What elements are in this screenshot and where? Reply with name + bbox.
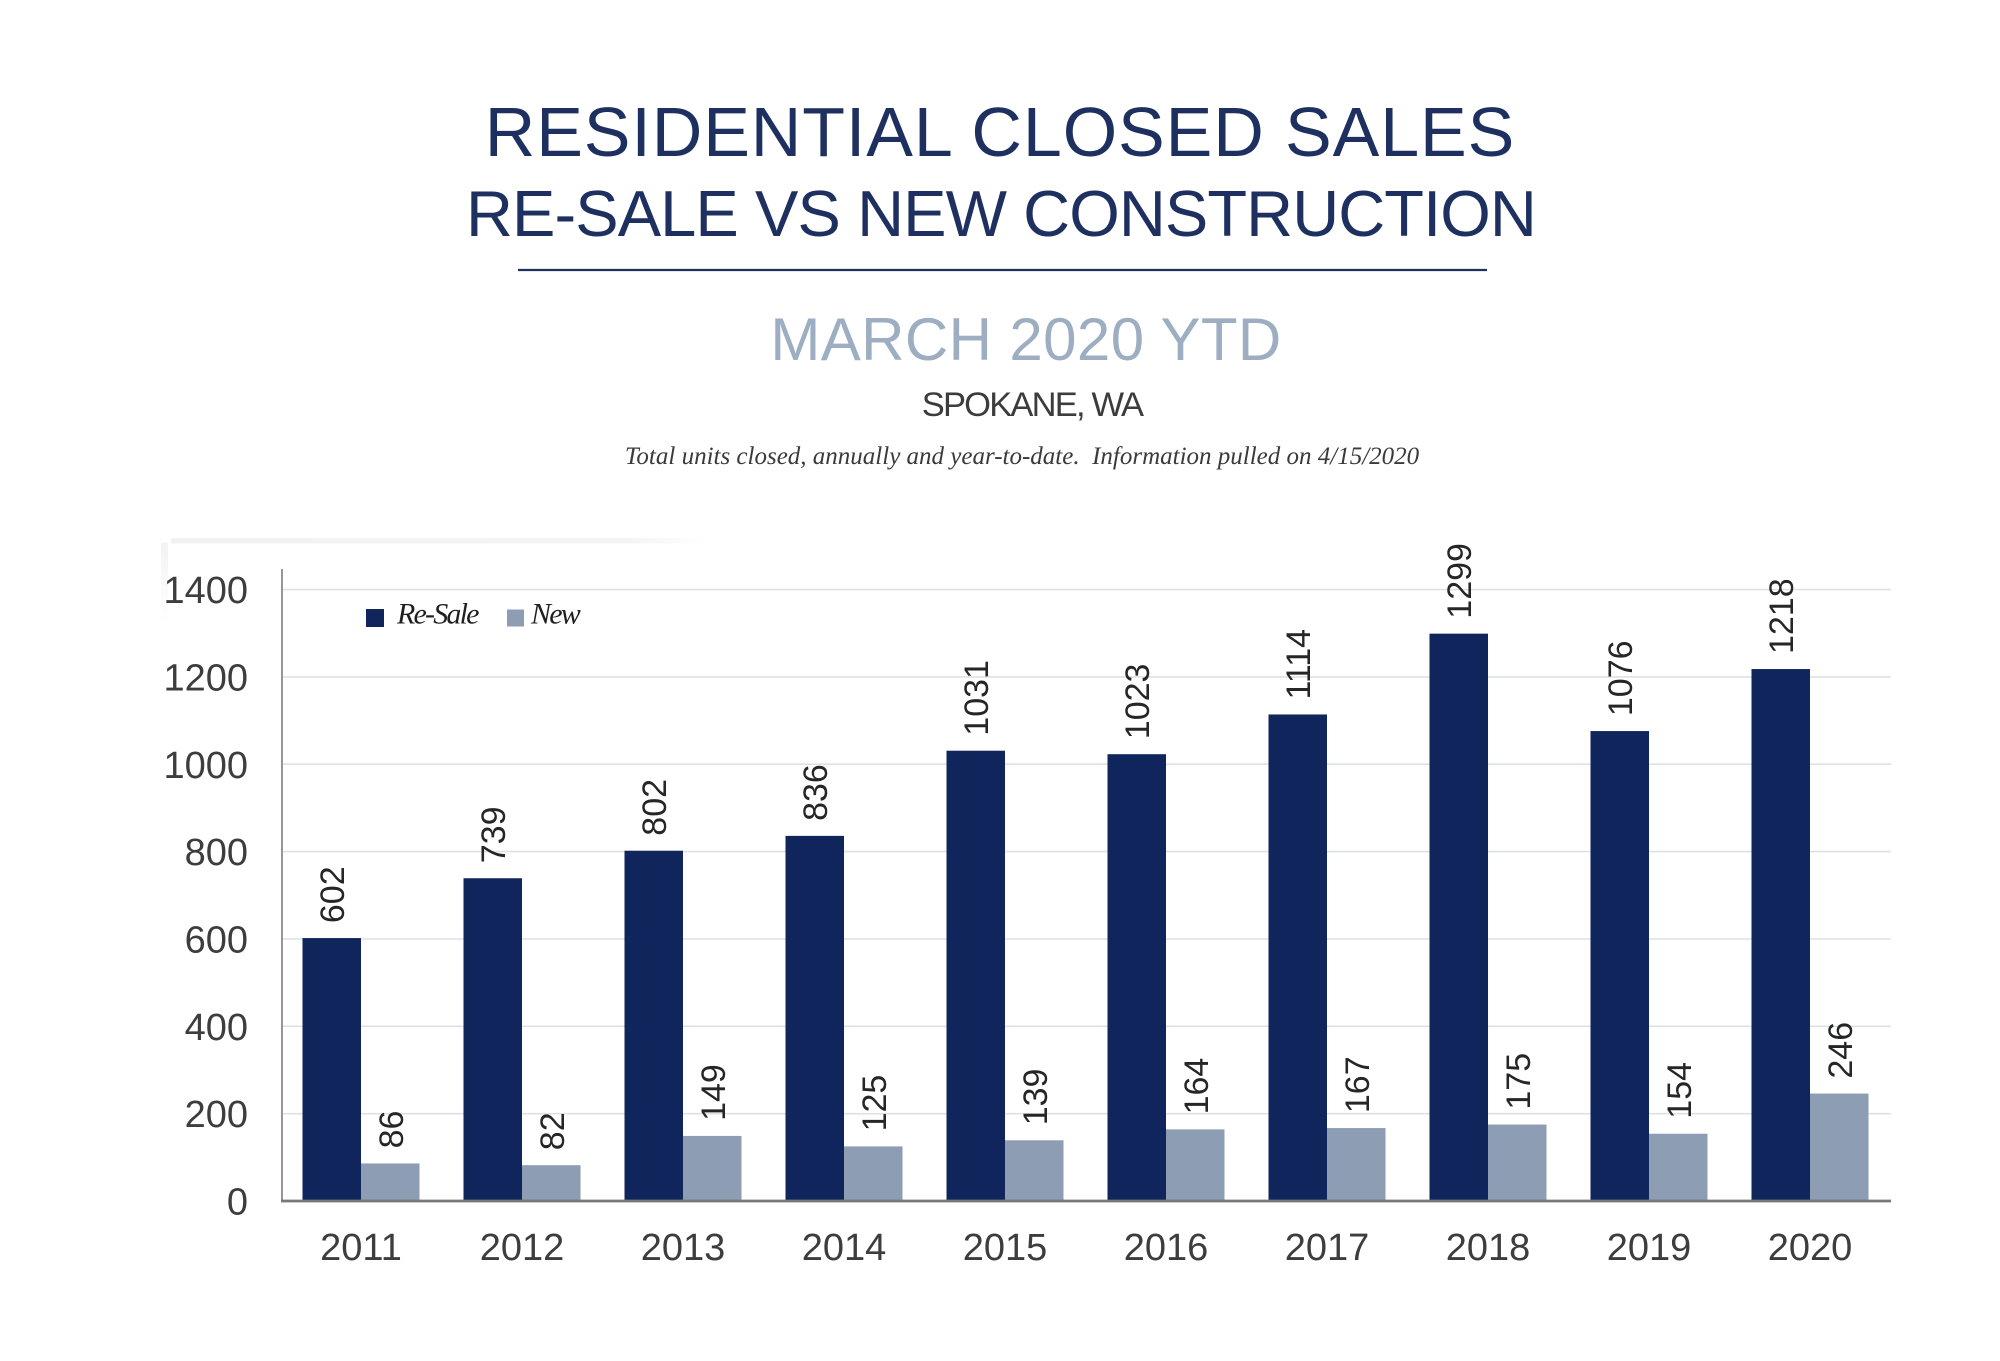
svg-text:0: 0 [227, 1182, 248, 1224]
svg-text:167: 167 [1339, 1056, 1377, 1113]
svg-text:802: 802 [636, 779, 674, 836]
svg-text:1299: 1299 [1441, 543, 1479, 619]
svg-text:246: 246 [1822, 1022, 1860, 1079]
svg-text:1076: 1076 [1602, 640, 1640, 716]
svg-text:800: 800 [185, 832, 248, 874]
svg-text:1114: 1114 [1280, 629, 1318, 700]
svg-text:SPOKANE, WA: SPOKANE, WA [922, 386, 1144, 424]
svg-text:149: 149 [695, 1064, 733, 1121]
svg-text:139: 139 [1017, 1069, 1055, 1126]
svg-text:Re-Sale: Re-Sale [396, 598, 479, 631]
svg-text:2013: 2013 [641, 1227, 726, 1269]
svg-text:125: 125 [856, 1075, 894, 1132]
svg-text:2019: 2019 [1607, 1227, 1692, 1269]
svg-text:1000: 1000 [163, 745, 248, 787]
svg-text:2020: 2020 [1768, 1227, 1853, 1269]
svg-text:RE-SALE VS NEW CONSTRUCTION: RE-SALE VS NEW CONSTRUCTION [466, 177, 1536, 250]
svg-text:MARCH 2020 YTD: MARCH 2020 YTD [770, 306, 1281, 373]
svg-text:New: New [530, 598, 581, 631]
svg-text:2015: 2015 [963, 1227, 1048, 1269]
svg-text:200: 200 [185, 1094, 248, 1136]
svg-text:2016: 2016 [1124, 1227, 1209, 1269]
svg-text:164: 164 [1178, 1058, 1216, 1115]
svg-text:154: 154 [1661, 1062, 1699, 1119]
svg-text:836: 836 [797, 764, 835, 821]
svg-text:1218: 1218 [1763, 578, 1801, 654]
svg-text:Total units closed, annually a: Total units closed, annually and year-to… [625, 443, 1420, 470]
svg-text:600: 600 [185, 920, 248, 962]
svg-text:2014: 2014 [802, 1227, 887, 1269]
svg-text:175: 175 [1500, 1053, 1538, 1110]
svg-text:1400: 1400 [163, 570, 248, 612]
svg-text:2017: 2017 [1285, 1227, 1370, 1269]
svg-text:1031: 1031 [958, 660, 996, 736]
svg-text:2012: 2012 [480, 1227, 565, 1269]
svg-text:2011: 2011 [320, 1227, 402, 1269]
svg-text:RESIDENTIAL CLOSED SALES: RESIDENTIAL CLOSED SALES [485, 93, 1515, 171]
svg-text:82: 82 [534, 1112, 572, 1150]
svg-text:602: 602 [314, 866, 352, 923]
svg-text:1200: 1200 [163, 657, 248, 699]
svg-text:2018: 2018 [1446, 1227, 1531, 1269]
svg-text:739: 739 [475, 806, 513, 863]
svg-text:400: 400 [185, 1007, 248, 1049]
svg-text:1023: 1023 [1119, 664, 1157, 740]
svg-text:86: 86 [373, 1111, 411, 1149]
